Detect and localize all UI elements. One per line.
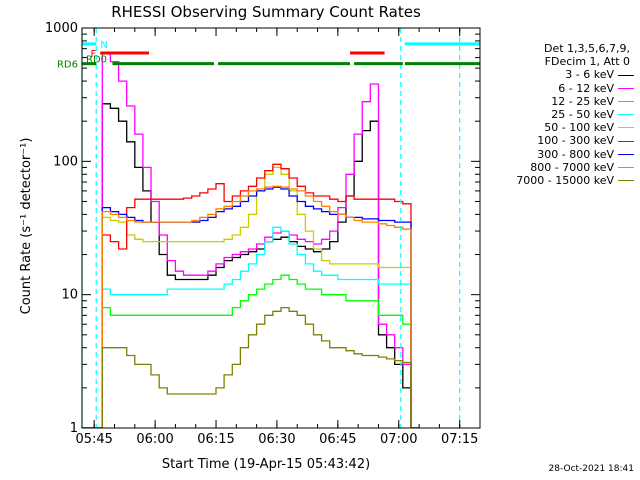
legend: Det 1,3,5,6,7,9, FDecim 1, Att 0 3 - 6 ke… [468,42,634,187]
x-tick-label: 06:00 [136,432,173,447]
legend-entry: 800 - 7000 keV [468,161,634,174]
series-line [82,163,420,428]
x-tick-label: 05:45 [75,432,112,447]
legend-swatch [618,74,634,76]
legend-entry-label: 50 - 100 keV [544,121,614,135]
y-tick-label: 1 [70,421,78,436]
legend-entry: 12 - 25 keV [468,95,634,108]
legend-header-line: FDecim 1, Att 0 [544,55,630,69]
plot-frame [81,27,481,429]
series-line [82,166,420,428]
timestamp: 28-Oct-2021 18:41 [548,464,634,474]
series-line [82,185,420,428]
legend-entry-label: 7000 - 15000 keV [516,174,614,188]
series-line [82,226,420,428]
legend-entry: 25 - 50 keV [468,108,634,121]
legend-entries: 3 - 6 keV 6 - 12 keV 12 - 25 keV 25 - 50 ke… [468,68,634,187]
x-tick-label: 07:15 [441,432,478,447]
series-line [82,306,420,428]
legend-swatch [618,114,634,116]
legend-entry: 7000 - 15000 keV [468,174,634,187]
y-axis-label: Count Rate (s⁻¹ detector⁻¹) [19,138,34,315]
legend-swatch [618,153,634,155]
x-tick-label: 06:30 [258,432,295,447]
state-label: RD0 [86,55,107,66]
legend-entry: 50 - 100 keV [468,121,634,134]
x-tick-label: 06:15 [197,432,234,447]
y-tick-label: 1000 [45,21,78,36]
legend-swatch [618,127,634,129]
legend-entry-label: 25 - 50 keV [551,108,614,122]
state-label: F [91,49,97,60]
state-label: N [100,40,107,51]
legend-entry: 3 - 6 keV [468,68,634,81]
series-line [82,186,420,428]
legend-entry-label: 800 - 7000 keV [530,160,614,174]
legend-entry-label: 12 - 25 keV [551,94,614,108]
x-tick-label: 06:45 [319,432,356,447]
legend-entry: 300 - 800 keV [468,148,634,161]
legend-header: Det 1,3,5,6,7,9, FDecim 1, Att 0 [468,42,634,68]
legend-entry: 6 - 12 keV [468,82,634,95]
legend-swatch [618,180,634,182]
legend-entry-label: 3 - 6 keV [565,68,614,82]
legend-swatch [618,87,634,89]
legend-swatch [618,166,634,168]
y-tick-label: 100 [53,154,78,169]
legend-swatch [618,100,634,102]
y-tick-label: 10 [61,288,78,303]
x-tick-label: 07:00 [380,432,417,447]
legend-entry: 100 - 300 keV [468,134,634,147]
series-line [82,274,420,428]
series-layer [82,53,420,428]
series-line [82,103,420,428]
chart-title: RHESSI Observing Summary Count Rates [111,3,421,21]
series-line [82,53,420,428]
legend-entry-label: 100 - 300 keV [537,134,614,148]
axis-layer: 05:45 06:00 06:15 06:30 06:45 07:00 07:15 1 10 10… [45,21,481,447]
state-label: RD6 [57,60,78,71]
legend-swatch [618,140,634,142]
legend-header-line: Det 1,3,5,6,7,9, [543,42,630,55]
legend-entry-label: 6 - 12 keV [558,81,614,95]
legend-entry-label: 300 - 800 keV [537,147,614,161]
x-axis-label: Start Time (19-Apr-15 05:43:42) [162,457,370,472]
